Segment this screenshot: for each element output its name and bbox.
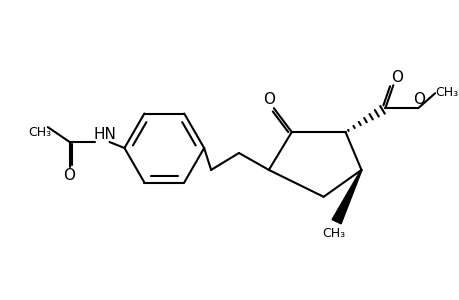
Text: O: O [412, 92, 424, 107]
Text: CH₃: CH₃ [28, 126, 51, 139]
Text: O: O [262, 92, 274, 107]
Text: O: O [62, 168, 74, 183]
Polygon shape [331, 170, 361, 224]
Text: O: O [391, 70, 403, 85]
Text: HN: HN [93, 127, 116, 142]
Text: CH₃: CH₃ [321, 227, 344, 240]
Text: CH₃: CH₃ [435, 86, 458, 99]
